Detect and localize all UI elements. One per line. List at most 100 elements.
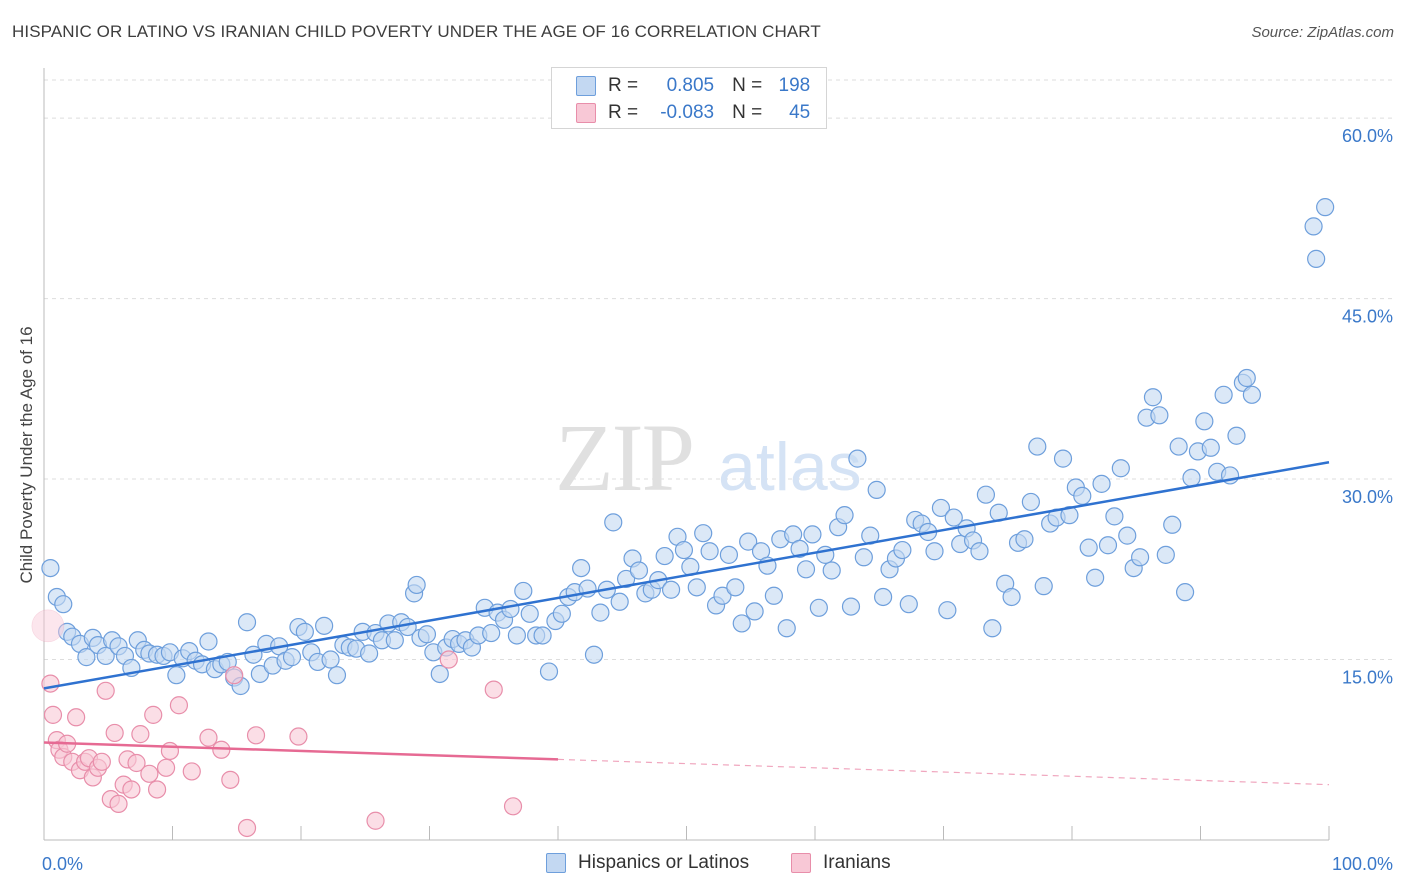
point-iranian — [237, 818, 257, 838]
point-hispanic — [282, 648, 302, 667]
watermark-zip: ZIP — [555, 404, 693, 511]
point-iranian — [366, 811, 385, 830]
point-hispanic — [591, 603, 610, 622]
point-hispanic — [796, 560, 816, 579]
legend-row-hispanic: R = 0.805 N = 198 — [576, 73, 810, 99]
point-hispanic — [745, 602, 764, 621]
point-hispanic — [1242, 385, 1262, 404]
point-hispanic — [407, 575, 426, 595]
y-tick-label: 15.0% — [1342, 668, 1393, 688]
point-hispanic — [899, 595, 918, 614]
y-tick-label: 45.0% — [1342, 307, 1393, 327]
legend-swatch-pink — [576, 103, 596, 123]
point-hispanic — [1169, 437, 1188, 456]
point-hispanic — [983, 619, 1002, 638]
trend-line-iranian — [43, 741, 559, 761]
point-hispanic — [925, 542, 944, 561]
point-hispanic — [809, 598, 828, 617]
point-hispanic — [584, 645, 604, 664]
point-iranian — [221, 770, 240, 789]
point-hispanic — [430, 664, 449, 684]
point-hispanic — [739, 532, 758, 551]
point-hispanic — [1201, 438, 1220, 457]
point-hispanic — [874, 587, 893, 607]
point-hispanic — [687, 578, 706, 597]
legend-swatch-blue — [576, 76, 596, 96]
point-hispanic — [1098, 536, 1118, 555]
chart-title: HISPANIC OR LATINO VS IRANIAN CHILD POVE… — [12, 22, 821, 41]
legend-r-label: R = — [608, 75, 639, 96]
point-iranian — [140, 764, 159, 783]
point-iranian — [105, 723, 124, 743]
point-hispanic — [1195, 412, 1214, 431]
point-hispanic — [533, 626, 552, 645]
point-hispanic — [1015, 530, 1034, 549]
point-hispanic — [250, 664, 269, 684]
point-hispanic — [360, 644, 379, 663]
point-iranian — [96, 681, 115, 700]
legend-r-value: -0.083 — [660, 102, 715, 123]
point-hispanic — [77, 648, 96, 667]
bottom-legend-swatch-blue — [546, 853, 566, 873]
bottom-legend-hispanic: Hispanics or Latinos — [546, 852, 749, 874]
point-hispanic — [1111, 459, 1130, 478]
point-hispanic — [321, 650, 340, 669]
point-iranian — [131, 725, 150, 744]
point-hispanic — [1079, 538, 1098, 557]
point-hispanic — [1163, 515, 1182, 534]
point-hispanic — [1118, 526, 1137, 545]
point-hispanic — [893, 540, 912, 560]
legend-n-value: 198 — [778, 75, 811, 96]
watermark-atlas: atlas — [718, 429, 862, 505]
point-hispanic — [610, 592, 629, 611]
point-hispanic — [944, 508, 963, 527]
point-hispanic — [976, 485, 996, 504]
point-iranian — [31, 609, 65, 643]
point-hispanic — [1092, 474, 1111, 493]
point-hispanic — [732, 614, 751, 633]
point-iranian — [127, 753, 146, 773]
point-hispanic — [629, 561, 649, 580]
point-hispanic — [970, 542, 989, 561]
point-hispanic — [661, 580, 681, 599]
point-iranian — [169, 696, 189, 715]
x-tick-label-min: 0.0% — [42, 854, 83, 874]
point-hispanic — [1002, 587, 1021, 607]
bottom-legend-swatch-pink — [791, 853, 811, 873]
point-iranian — [92, 752, 111, 771]
point-iranian — [439, 650, 458, 669]
point-iranian — [246, 726, 266, 745]
source-label: Source: ZipAtlas.com — [1251, 24, 1394, 41]
point-hispanic — [867, 480, 886, 499]
point-hispanic — [1182, 468, 1201, 487]
point-hispanic — [1307, 249, 1326, 268]
bottom-legend-label-iranian: Iranians — [823, 852, 891, 873]
point-hispanic — [1175, 583, 1195, 602]
point-hispanic — [572, 558, 591, 578]
point-hispanic — [1227, 426, 1246, 445]
y-tick-label: 30.0% — [1342, 487, 1393, 507]
trend-line-iranian-extension — [557, 758, 1330, 786]
point-hispanic — [617, 569, 636, 589]
point-hispanic — [417, 625, 437, 644]
point-iranian — [289, 727, 308, 746]
tick-labels: 15.0% 30.0% 45.0% 60.0% 0.0% 100.0% — [42, 126, 1393, 874]
point-hispanic — [655, 546, 674, 566]
point-hispanic — [1143, 388, 1163, 407]
point-iranian — [160, 741, 180, 761]
point-hispanic — [552, 604, 571, 623]
point-hispanic — [1214, 385, 1233, 404]
point-hispanic — [327, 666, 347, 685]
point-hispanic — [822, 561, 841, 580]
point-hispanic — [1105, 507, 1124, 526]
point-hispanic — [938, 601, 957, 620]
point-hispanic — [520, 604, 539, 623]
point-hispanic — [790, 539, 809, 558]
point-hispanic — [1237, 368, 1256, 388]
point-hispanic — [1156, 545, 1175, 564]
legend-n-label: N = — [732, 75, 763, 96]
point-hispanic — [1304, 217, 1323, 236]
point-iranian — [503, 797, 523, 816]
point-hispanic — [41, 558, 60, 578]
